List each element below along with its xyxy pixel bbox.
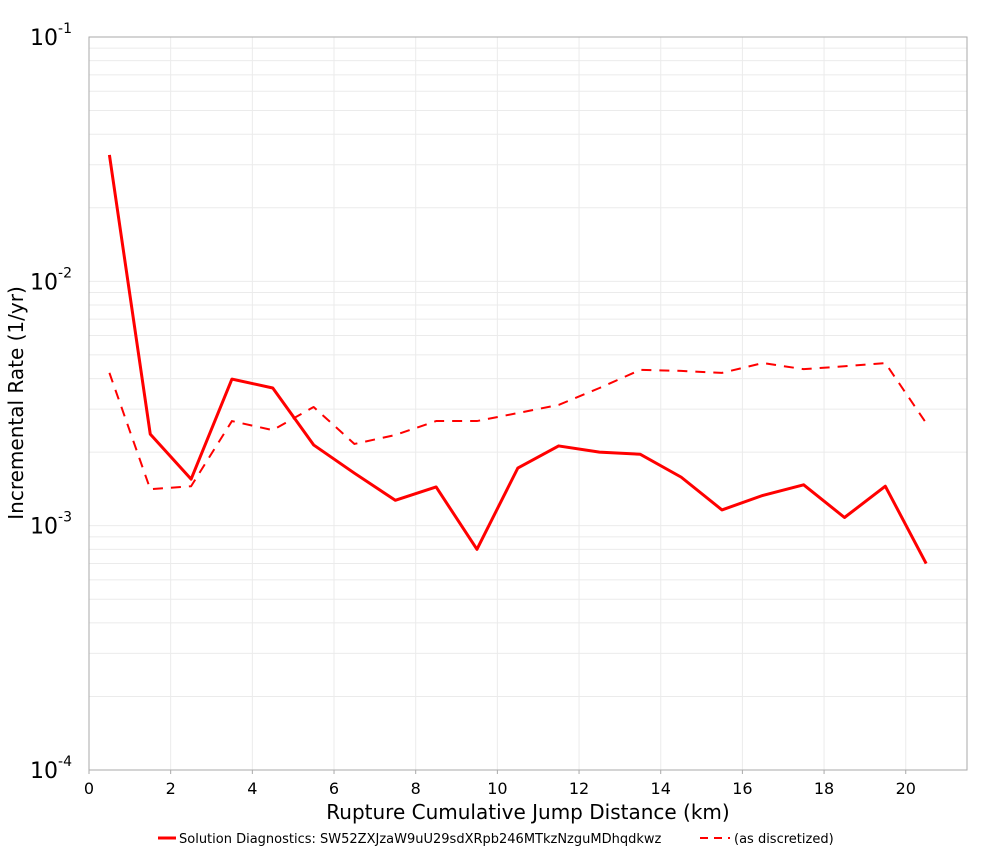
legend-label-discretized: (as discretized) bbox=[734, 832, 834, 847]
ticks: 0 2 4 6 8 10 12 14 16 18 20 10-4 10-3 10-2 10-1 bbox=[30, 21, 916, 798]
x-tick-label: 12 bbox=[569, 779, 589, 798]
series-line-discretized bbox=[108, 362, 927, 491]
y-tick-label: 10-1 bbox=[30, 21, 72, 51]
x-tick-label: 4 bbox=[247, 779, 257, 798]
x-tick-label: 10 bbox=[487, 779, 507, 798]
x-tick-label: 0 bbox=[84, 779, 94, 798]
series-line-solution bbox=[107, 154, 928, 565]
x-tick-label: 20 bbox=[896, 779, 916, 798]
x-tick-label: 16 bbox=[732, 779, 752, 798]
x-tick-label: 14 bbox=[651, 779, 671, 798]
x-tick-label: 8 bbox=[411, 779, 421, 798]
x-tick-label: 18 bbox=[814, 779, 834, 798]
series-group bbox=[107, 154, 928, 565]
x-tick-label: 2 bbox=[166, 779, 176, 798]
x-tick-label: 6 bbox=[329, 779, 339, 798]
y-tick-label: 10-3 bbox=[30, 510, 72, 540]
y-tick-label: 10-4 bbox=[30, 754, 72, 784]
y-tick-label: 10-2 bbox=[30, 265, 72, 295]
legend: Solution Diagnostics: SW52ZXJzaW9uU29sdX… bbox=[158, 832, 834, 847]
legend-label-solution: Solution Diagnostics: SW52ZXJzaW9uU29sdX… bbox=[179, 832, 662, 847]
x-axis-label: Rupture Cumulative Jump Distance (km) bbox=[326, 800, 729, 824]
y-axis-label: Incremental Rate (1/yr) bbox=[4, 286, 28, 519]
plot-area-border bbox=[88, 36, 968, 771]
